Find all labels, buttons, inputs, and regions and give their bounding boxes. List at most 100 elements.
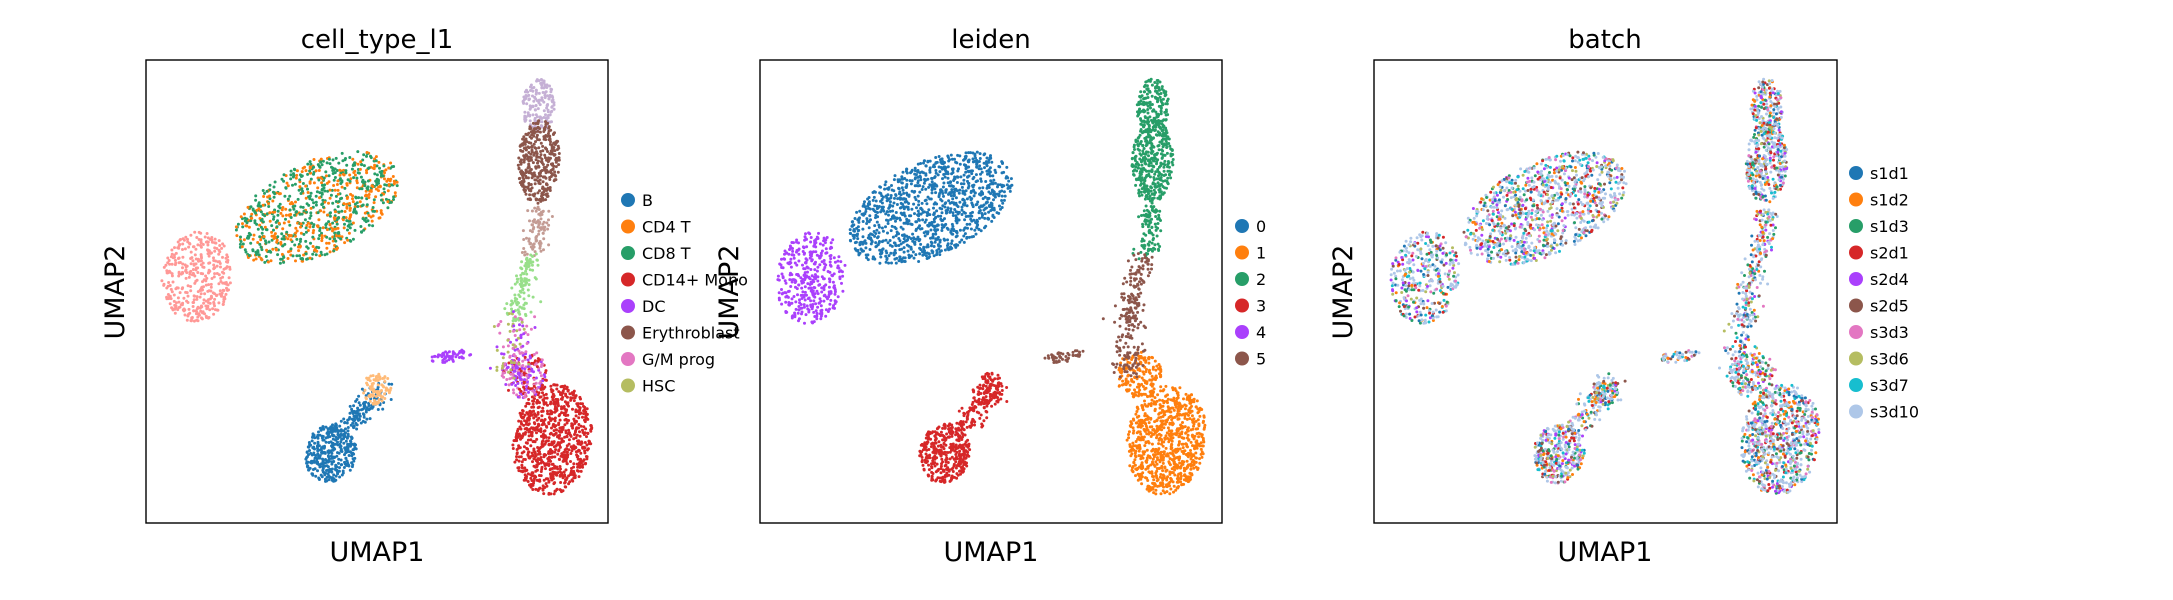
scatter-point [921, 210, 925, 214]
scatter-point [371, 374, 375, 378]
scatter-point [868, 207, 872, 211]
scatter-point [520, 422, 524, 426]
scatter-point [543, 418, 547, 421]
scatter-point [900, 233, 904, 237]
scatter-point [853, 217, 857, 220]
legend-label: DC [642, 297, 666, 316]
scatter-point [339, 419, 343, 423]
scatter-point [512, 391, 516, 395]
scatter-point [360, 408, 363, 412]
scatter-point [958, 162, 962, 166]
scatter-point [272, 195, 276, 199]
scatter-point [871, 257, 875, 261]
scatter-point [259, 225, 263, 229]
scatter-point [257, 253, 261, 257]
scatter-point [980, 170, 984, 174]
scatter-point [532, 153, 536, 157]
scatter-point [550, 440, 554, 444]
scatter-point [544, 401, 548, 405]
scatter-point [914, 198, 918, 202]
scatter-point [336, 471, 340, 475]
scatter-point [960, 185, 964, 189]
scatter-point [385, 183, 389, 187]
scatter-point [225, 253, 229, 257]
scatter-point [162, 265, 166, 269]
scatter-point [560, 411, 564, 415]
scatter-point [218, 244, 222, 247]
scatter-point [308, 160, 312, 164]
scatter-point [972, 235, 975, 238]
scatter-point [333, 188, 337, 192]
scatter-point [272, 228, 275, 232]
scatter-point [856, 225, 860, 229]
scatter-point [545, 484, 549, 488]
scatter-point [234, 228, 238, 232]
legend-label: HSC [642, 377, 675, 396]
scatter-point [940, 189, 944, 193]
scatter-point [912, 202, 916, 206]
scatter-point [365, 169, 368, 172]
scatter-point [551, 477, 555, 481]
scatter-point [321, 425, 325, 429]
scatter-point [555, 383, 559, 387]
scatter-point [258, 223, 262, 227]
scatter-point [525, 441, 529, 445]
scatter-point [332, 477, 336, 481]
scatter-point [886, 231, 889, 235]
scatter-point [585, 412, 589, 416]
scatter-point [272, 237, 276, 240]
scatter-point [520, 260, 524, 264]
scatter-point [873, 190, 877, 194]
scatter-point [252, 233, 256, 237]
scatter-point [936, 235, 940, 239]
scatter-point [190, 273, 194, 277]
scatter-point [527, 93, 531, 97]
scatter-point [387, 166, 391, 170]
scatter-point [570, 449, 574, 453]
scatter-point [531, 113, 535, 117]
scatter-point [579, 397, 582, 401]
scatter-point [867, 236, 871, 240]
scatter-point [950, 188, 954, 192]
scatter-point [885, 256, 889, 260]
scatter-point [211, 291, 215, 295]
scatter-point [329, 193, 333, 197]
scatter-point [930, 184, 934, 188]
scatter-point [165, 286, 169, 290]
scatter-point [167, 297, 171, 301]
scatter-point [851, 220, 855, 224]
scatter-point [977, 167, 981, 171]
scatter-point [899, 201, 903, 205]
scatter-point [527, 398, 531, 401]
scatter-point [382, 385, 386, 389]
scatter-point [520, 182, 524, 185]
scatter-point [212, 300, 216, 304]
scatter-point [323, 450, 327, 454]
scatter-point [789, 257, 793, 261]
scatter-point [198, 295, 202, 299]
scatter-point [377, 189, 380, 193]
scatter-point [529, 168, 533, 171]
scatter-point [352, 442, 356, 446]
scatter-point [247, 231, 251, 235]
scatter-point [192, 263, 196, 267]
scatter-point [976, 179, 979, 183]
scatter-point [366, 211, 370, 215]
scatter-point [182, 309, 186, 313]
scatter-point [320, 462, 323, 466]
scatter-point [558, 433, 562, 437]
scatter-point [957, 218, 961, 222]
scatter-point [206, 316, 210, 320]
scatter-point [362, 415, 366, 419]
scatter-point [294, 226, 298, 230]
scatter-point [305, 210, 309, 214]
scatter-point [318, 254, 322, 258]
scatter-point [554, 431, 558, 435]
scatter-point [526, 197, 530, 201]
scatter-point [581, 459, 585, 463]
scatter-point [508, 377, 512, 381]
scatter-point [544, 113, 547, 117]
scatter-point [511, 388, 515, 392]
scatter-point [545, 194, 549, 198]
scatter-point [519, 427, 523, 431]
